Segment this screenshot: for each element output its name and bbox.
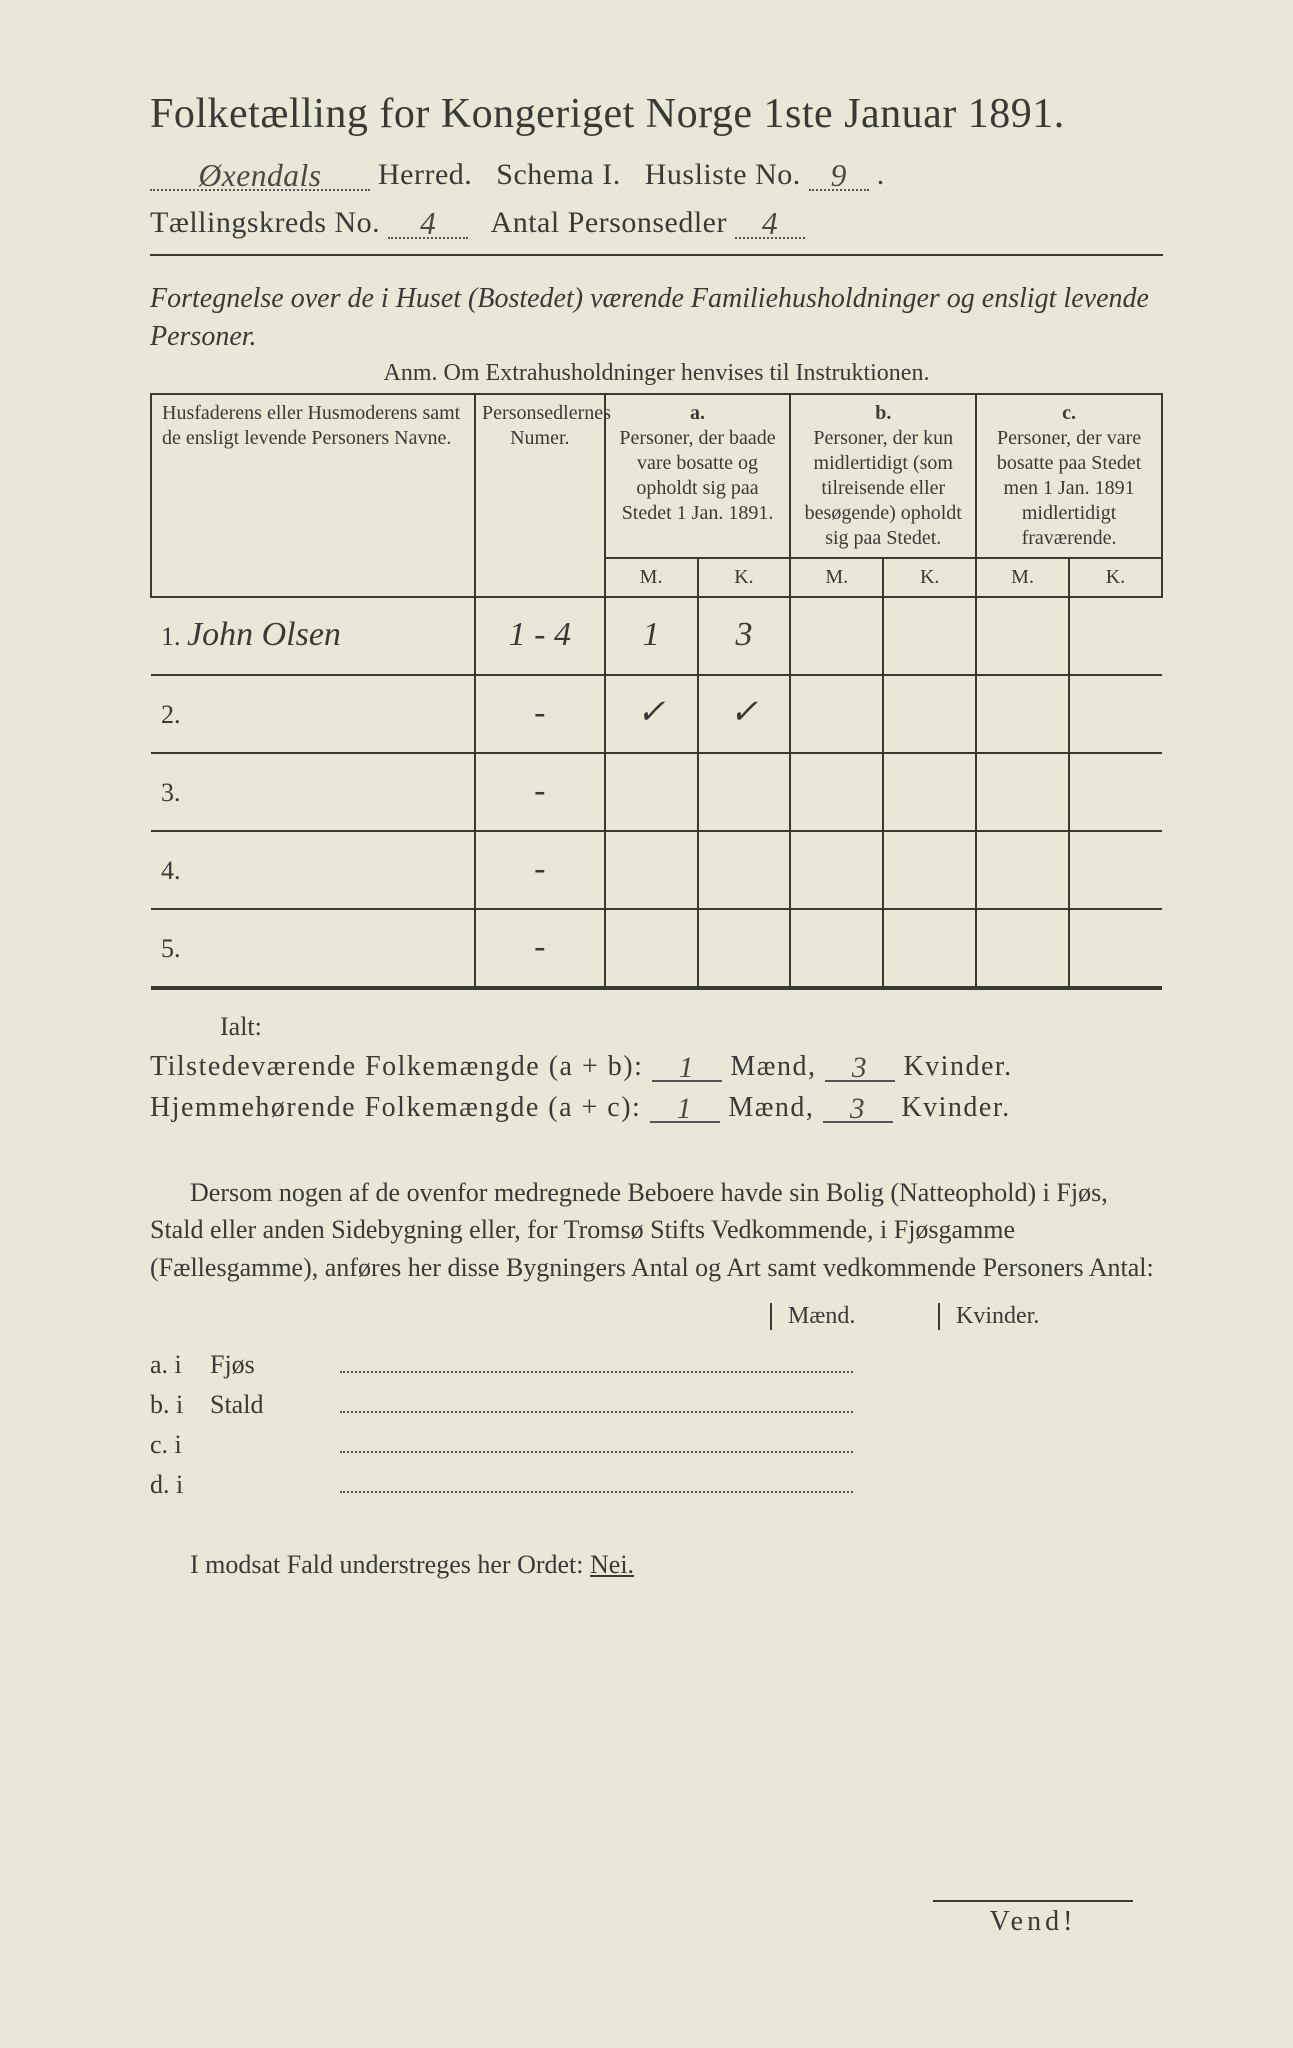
row-c-k [1069,675,1162,753]
sum1-k: 3 [852,1052,868,1084]
husliste-label: Husliste No. [645,158,801,191]
row-sedler: 1 - 4 [475,597,605,675]
nei-word: Nei. [590,1550,634,1579]
row-a-k [698,831,791,909]
table-row: 2. -✓✓ [151,675,1162,753]
table-row: 1. John Olsen1 - 413 [151,597,1162,675]
sum2-label: Hjemmehørende Folkemængde (a + c): [150,1092,641,1123]
row-b-m [790,753,883,831]
row-c-m [976,909,1069,988]
row-b-k [883,597,976,675]
row-c-m [976,675,1069,753]
antal-label: Antal Personsedler [491,206,727,239]
row-sedler: - [475,675,605,753]
th-b-k: K. [883,558,976,597]
th-a: a.Personer, der baade vare bosatte og op… [605,394,791,558]
row-b-k [883,831,976,909]
row-a-m: 1 [605,597,698,675]
row-name-cell: 3. [151,753,475,831]
sum1-label: Tilstedeværende Folkemængde (a + b): [150,1051,643,1082]
row-b-k [883,909,976,988]
row-a-k [698,909,791,988]
row-a-m [605,753,698,831]
abcd-b: b. i Stald [150,1390,1163,1420]
kreds-label: Tællingskreds No. [150,206,380,239]
th-c-k: K. [1069,558,1162,597]
row-c-m [976,753,1069,831]
row-b-m [790,831,883,909]
abcd-a: a. i Fjøs [150,1350,1163,1380]
th-b: b.Personer, der kun midlertidigt (som ti… [790,394,976,558]
mk-header: Mænd. Kvinder. [770,1303,1163,1330]
census-table: Husfaderens eller Husmoderens samt de en… [150,393,1163,990]
row-c-k [1069,909,1162,988]
census-form-page: Folketælling for Kongeriget Norge 1ste J… [0,0,1293,2048]
schema-label: Schema I. [496,158,620,191]
th-a-m: M. [605,558,698,597]
maend-label2: Mænd, [728,1092,814,1123]
row-b-m [790,597,883,675]
th-c-m: M. [976,558,1069,597]
herred-label: Herred. [378,158,472,191]
abcd-block: a. i Fjøs b. i Stald c. i d. i [150,1350,1163,1500]
abcd-d: d. i [150,1470,1163,1500]
modsat-line: I modsat Fald understreges her Ordet: Ne… [150,1550,1163,1580]
row-name-cell: 4. [151,831,475,909]
row-c-k [1069,753,1162,831]
table-row: 4. - [151,831,1162,909]
row-b-k [883,675,976,753]
th-name: Husfaderens eller Husmoderens samt de en… [151,394,475,597]
maend-label: Mænd, [730,1051,816,1082]
row-a-k: ✓ [698,675,791,753]
abcd-c: c. i [150,1430,1163,1460]
sum2-m: 1 [677,1093,693,1125]
herred-value: Øxendals [199,158,322,193]
side-building-paragraph: Dersom nogen af de ovenfor medregnede Be… [150,1174,1163,1287]
table-row: 5. - [151,909,1162,988]
intro-anm: Anm. Om Extrahusholdninger henvises til … [150,360,1163,387]
kvinder-label2: Kvinder. [901,1092,1010,1123]
row-b-m [790,909,883,988]
row-c-k [1069,831,1162,909]
row-b-m [790,675,883,753]
mk-k: Kvinder. [938,1303,1106,1330]
kvinder-label: Kvinder. [903,1051,1012,1082]
row-name-cell: 2. [151,675,475,753]
row-sedler: - [475,909,605,988]
sum1-m: 1 [679,1052,695,1084]
row-sedler: - [475,753,605,831]
header-line-3: Tællingskreds No. 4 Antal Personsedler 4 [150,204,1163,240]
row-name-cell: 1. John Olsen [151,597,475,675]
header-line-2: Øxendals Herred. Schema I. Husliste No. … [150,156,1163,192]
row-a-m [605,831,698,909]
row-a-k [698,753,791,831]
row-a-k: 3 [698,597,791,675]
row-a-m [605,909,698,988]
page-title: Folketælling for Kongeriget Norge 1ste J… [150,90,1163,138]
sum-line-1: Tilstedeværende Folkemængde (a + b): 1 M… [150,1050,1163,1083]
th-a-k: K. [698,558,791,597]
row-sedler: - [475,831,605,909]
sum-line-2: Hjemmehørende Folkemængde (a + c): 1 Mæn… [150,1091,1163,1124]
row-name-cell: 5. [151,909,475,988]
row-c-m [976,831,1069,909]
husliste-value: 9 [831,158,847,193]
ialt-label: Ialt: [220,1012,1163,1042]
th-c: c.Personer, der vare bosatte paa Stedet … [976,394,1162,558]
sum2-k: 3 [850,1093,866,1125]
intro-italic: Fortegnelse over de i Huset (Bostedet) v… [150,280,1163,356]
table-row: 3. - [151,753,1162,831]
antal-value: 4 [762,206,778,241]
row-a-m: ✓ [605,675,698,753]
vend-label: Vend! [933,1900,1133,1938]
kreds-value: 4 [420,206,436,241]
th-b-m: M. [790,558,883,597]
divider [150,254,1163,256]
th-sedler: Personsedlernes Numer. [475,394,605,597]
mk-m: Mænd. [770,1303,938,1330]
row-b-k [883,753,976,831]
row-c-m [976,597,1069,675]
row-c-k [1069,597,1162,675]
